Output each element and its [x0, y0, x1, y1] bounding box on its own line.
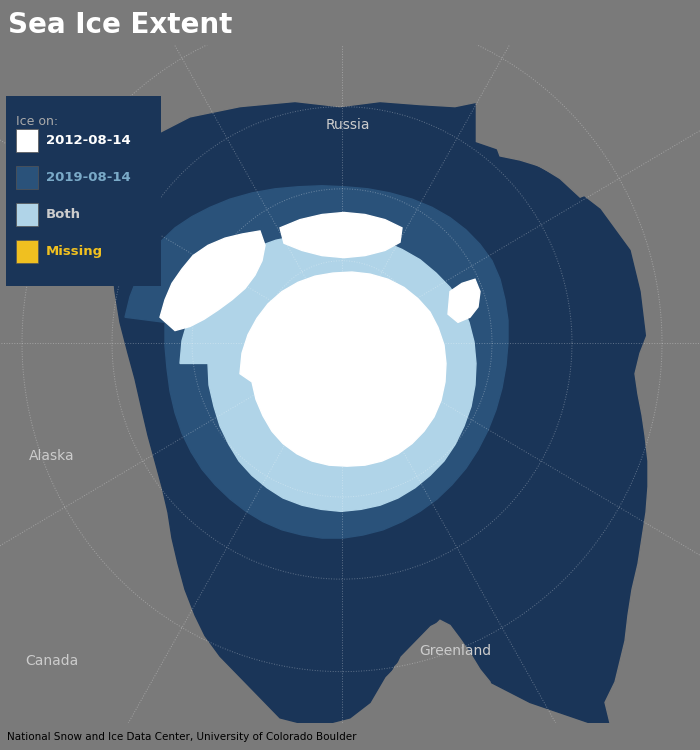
Bar: [16, 203, 38, 226]
Bar: [16, 129, 38, 152]
Polygon shape: [160, 231, 265, 331]
Text: Missing: Missing: [46, 245, 103, 258]
Text: Russia: Russia: [326, 118, 370, 132]
Text: Greenland: Greenland: [419, 644, 491, 658]
Polygon shape: [110, 101, 660, 723]
Polygon shape: [280, 212, 402, 258]
Polygon shape: [0, 45, 700, 204]
Text: Both: Both: [46, 208, 81, 221]
Polygon shape: [0, 243, 125, 723]
Polygon shape: [125, 186, 508, 538]
Polygon shape: [390, 620, 495, 723]
Polygon shape: [580, 45, 700, 487]
Text: 2012-08-14: 2012-08-14: [46, 134, 131, 147]
Bar: [16, 166, 38, 189]
Polygon shape: [605, 214, 700, 723]
Polygon shape: [0, 137, 122, 507]
Text: National Snow and Ice Data Center, University of Colorado Boulder: National Snow and Ice Data Center, Unive…: [7, 731, 356, 742]
Bar: [16, 240, 38, 262]
Text: 2019-08-14: 2019-08-14: [46, 171, 131, 184]
Text: Alaska: Alaska: [29, 449, 75, 463]
Bar: [6, 96, 161, 286]
Text: Sea Ice Extent: Sea Ice Extent: [8, 10, 233, 39]
Polygon shape: [180, 234, 476, 512]
Text: Canada: Canada: [25, 654, 78, 668]
Polygon shape: [240, 272, 446, 466]
Polygon shape: [448, 279, 480, 322]
Text: Ice on:: Ice on:: [16, 115, 58, 128]
